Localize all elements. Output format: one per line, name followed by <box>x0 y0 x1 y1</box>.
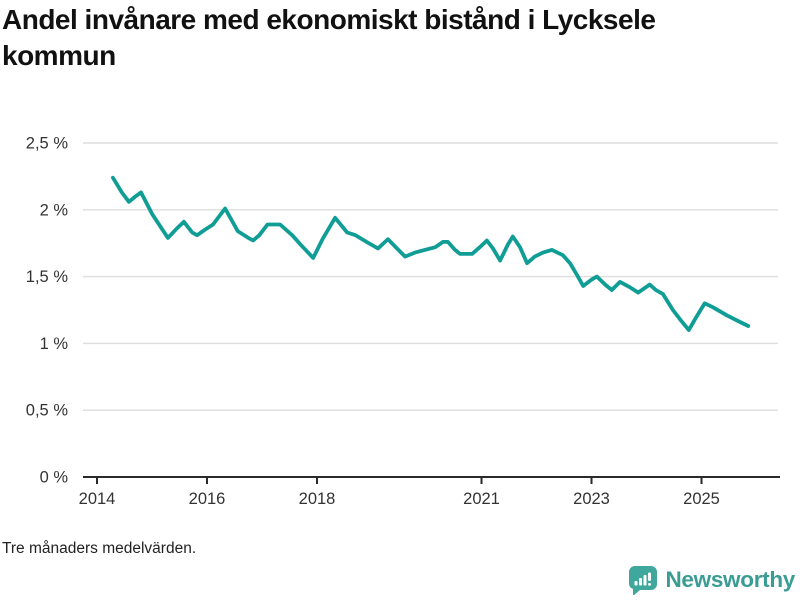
y-tick-label: 0,5 % <box>26 402 69 420</box>
y-axis-labels: 2,5 % 2 % 1,5 % 1 % 0,5 % 0 % <box>26 135 69 487</box>
y-tick-label: 2,5 % <box>26 135 69 153</box>
y-tick-label: 0 % <box>40 469 69 487</box>
chart-title: Andel invånare med ekonomiskt bistånd i … <box>2 4 656 71</box>
x-tick-label: 2023 <box>573 490 610 508</box>
x-tick-label: 2021 <box>463 490 500 508</box>
gridlines <box>83 142 778 411</box>
x-axis-labels: 2014 2016 2018 2021 2023 2025 <box>79 490 720 508</box>
line-chart: 2,5 % 2 % 1,5 % 1 % 0,5 % 0 % 2014 2016 … <box>26 135 780 508</box>
footnote: Tre månaders medelvärden. <box>2 540 197 557</box>
y-tick-label: 1 % <box>40 335 69 353</box>
x-tick-label: 2014 <box>79 490 116 508</box>
y-tick-label: 1,5 % <box>26 268 69 286</box>
newsworthy-wordmark: Newsworthy <box>665 567 795 592</box>
y-tick-label: 2 % <box>40 201 69 219</box>
data-line <box>111 175 751 332</box>
x-tick-label: 2018 <box>299 490 336 508</box>
newsworthy-logo-icon <box>628 565 658 596</box>
newsworthy-logo[interactable]: Newsworthy <box>628 565 795 596</box>
x-tick-label: 2025 <box>683 490 720 508</box>
x-tick-label: 2016 <box>189 490 226 508</box>
plot-line-group <box>111 175 751 332</box>
x-axis <box>83 476 780 484</box>
